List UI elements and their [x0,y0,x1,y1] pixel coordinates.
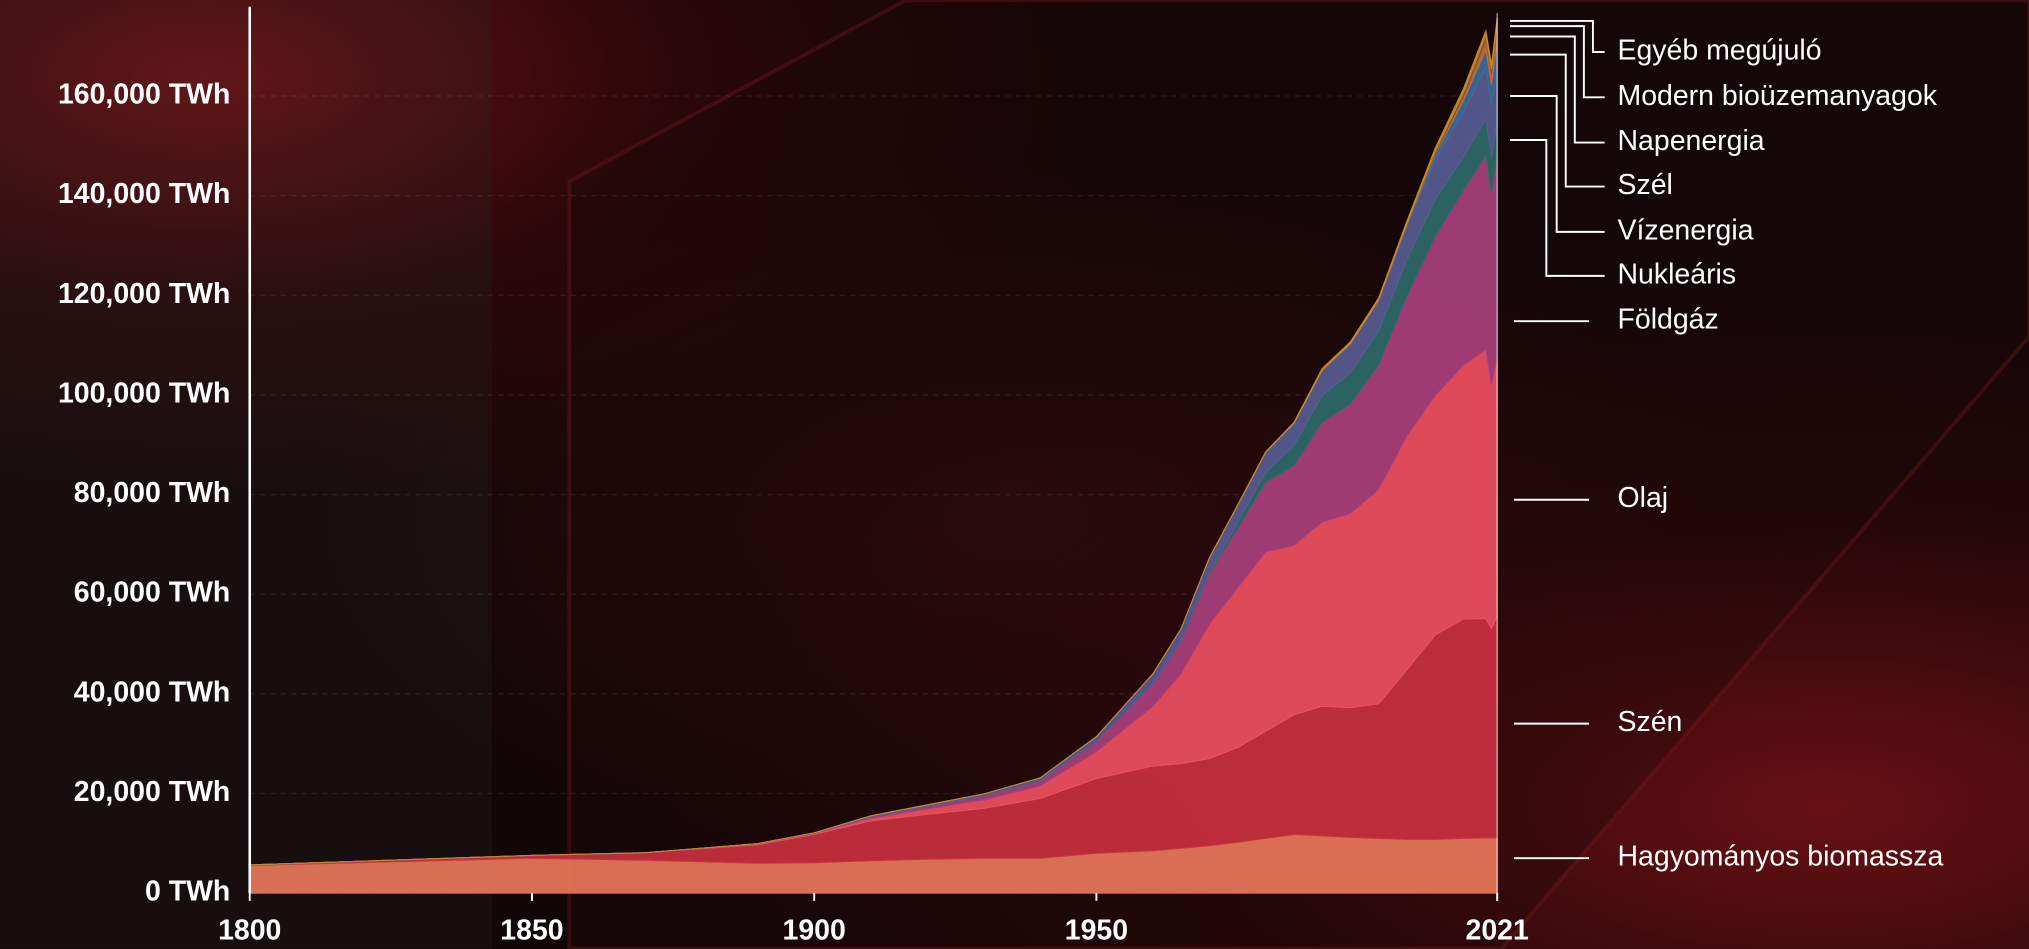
legend-label: Földgáz [1618,304,1719,336]
y-tick-label: 60,000 TWh [74,577,231,609]
axes: 0 TWh 20,000 TWh 40,000 TWh 60,000 TWh 80,00… [58,6,1529,946]
bg-shape [0,0,492,949]
legend-leader [1510,25,1605,99]
y-tick-label: 140,000 TWh [58,178,230,210]
legend-leader [1510,35,1605,144]
y-tick-label: 100,000 TWh [58,377,230,409]
legend-label: Nukleáris [1618,258,1737,290]
legend-leader [1510,95,1605,233]
y-tick-label: 160,000 TWh [58,79,230,111]
legend-label: Vízenergia [1618,214,1754,246]
x-tick-label: 1800 [218,914,281,946]
legend-label: Modern bioüzemanyagok [1618,80,1938,112]
legend-leader [1510,139,1605,277]
x-tick-label: 1900 [783,914,846,946]
y-tick-label: 0 TWh [145,876,230,908]
legend-label: Egyéb megújuló [1618,35,1822,67]
legend-leader [1510,19,1605,53]
legend-label: Olaj [1618,482,1669,514]
legend-label: Szén [1618,706,1683,738]
legend-label: Hagyományos biomassza [1618,841,1944,873]
y-tick-label: 120,000 TWh [58,278,230,310]
x-tick-label: 1850 [500,914,563,946]
y-tick-label: 80,000 TWh [74,477,231,509]
legend: Hagyományos biomassza Szén Olaj Földgáz Nukl… [1510,19,1944,873]
x-tick-label: 2021 [1466,914,1529,946]
y-tick-label: 40,000 TWh [74,676,231,708]
legend-label: Szél [1618,169,1673,201]
y-tick-label: 20,000 TWh [74,776,231,808]
x-tick-label: 1950 [1065,914,1128,946]
legend-label: Napenergia [1618,125,1765,157]
legend-leader [1510,53,1605,188]
